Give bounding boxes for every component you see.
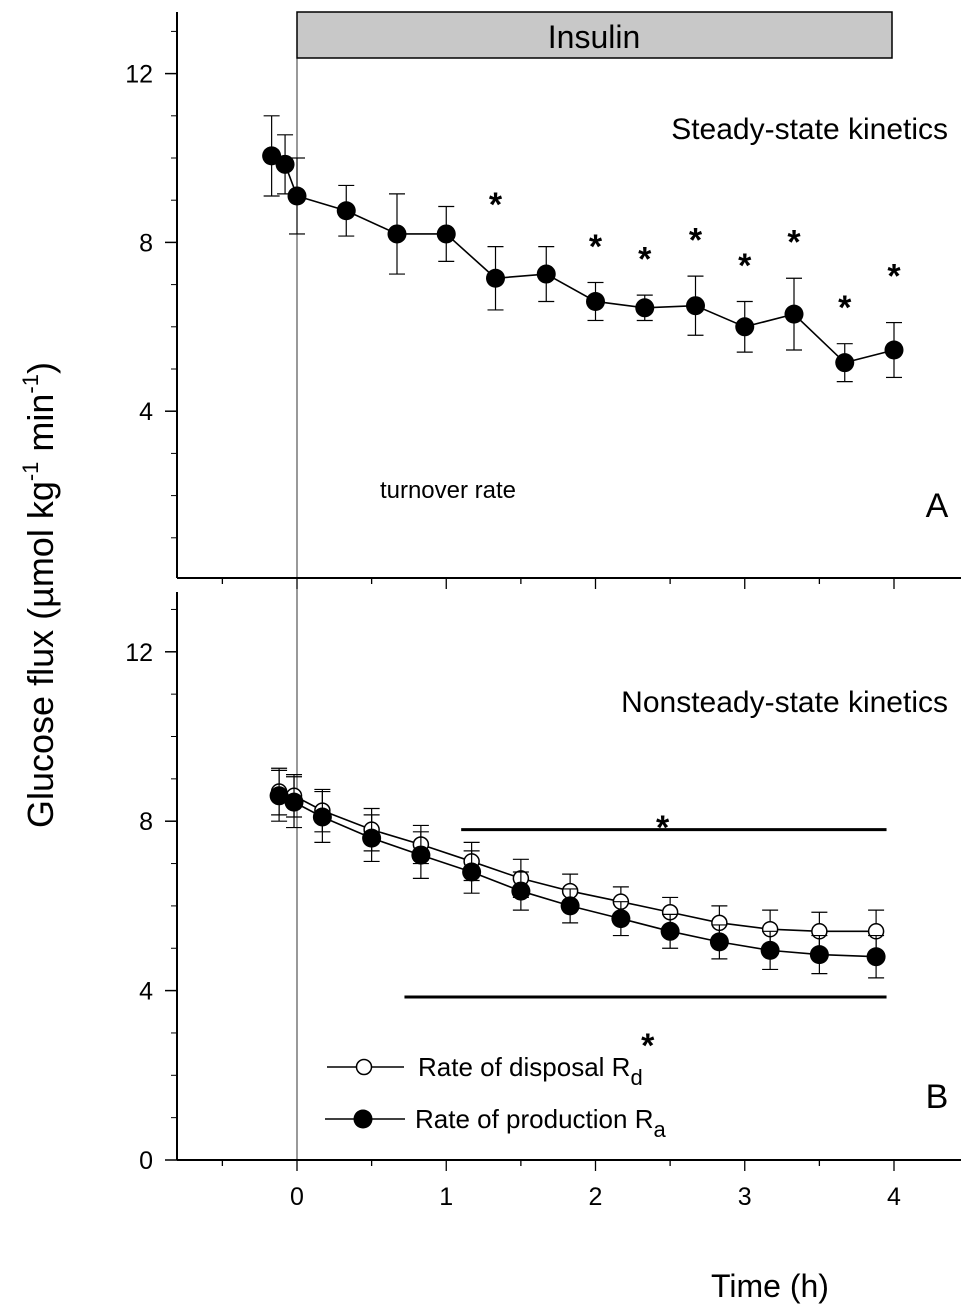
data-point-filled bbox=[411, 845, 431, 865]
data-point-filled bbox=[269, 786, 289, 806]
data-point-filled bbox=[660, 921, 680, 941]
data-point-filled bbox=[436, 224, 456, 244]
panel-a-axes: 4 8 12 bbox=[125, 12, 961, 589]
y-tick-label: 8 bbox=[139, 229, 153, 257]
significance-star: * bbox=[589, 228, 603, 266]
legend-ra-marker bbox=[353, 1109, 373, 1129]
data-point-filled bbox=[275, 154, 295, 174]
data-point-filled bbox=[511, 881, 531, 901]
svg-text:Glucose flux (µmol kg-1 min-1): Glucose flux (µmol kg-1 min-1) bbox=[18, 362, 61, 828]
significance-star: * bbox=[689, 222, 703, 260]
data-point-filled bbox=[760, 940, 780, 960]
panel-a-letter: A bbox=[926, 487, 949, 525]
panel-b-letter: B bbox=[926, 1078, 949, 1116]
legend: Rate of disposal Rd Rate of production R… bbox=[325, 1052, 666, 1142]
y-tick-label: 4 bbox=[139, 978, 153, 1006]
panel-a-significance: * * * * * * * * bbox=[489, 186, 901, 327]
insulin-treatment-bar: Insulin bbox=[296, 11, 893, 59]
significance-star: * bbox=[656, 809, 670, 847]
legend-rd-label: Rate of disposal Rd bbox=[418, 1052, 643, 1090]
data-point-filled bbox=[284, 792, 304, 812]
data-point-filled bbox=[709, 932, 729, 952]
x-tick-label: 0 bbox=[290, 1183, 304, 1211]
data-point-filled bbox=[884, 340, 904, 360]
significance-star: * bbox=[838, 289, 852, 327]
panel-a-title: Steady-state kinetics bbox=[671, 113, 948, 146]
data-point-filled bbox=[462, 862, 482, 882]
data-point-filled bbox=[735, 317, 755, 337]
data-point-filled bbox=[784, 304, 804, 324]
panel-a-annotation: turnover rate bbox=[380, 477, 516, 504]
x-tick-label: 2 bbox=[589, 1183, 603, 1211]
significance-star: * bbox=[638, 241, 652, 279]
data-point-filled bbox=[336, 201, 356, 221]
significance-star: * bbox=[887, 258, 901, 296]
panel-b-series bbox=[269, 767, 886, 979]
x-tick-label: 3 bbox=[738, 1183, 752, 1211]
legend-ra-label: Rate of production Ra bbox=[415, 1104, 666, 1142]
data-point-filled bbox=[835, 353, 855, 373]
insulin-label: Insulin bbox=[548, 19, 641, 55]
series-line bbox=[278, 795, 877, 958]
y-tick-label: 0 bbox=[139, 1147, 153, 1175]
panel-b-title: Nonsteady-state kinetics bbox=[621, 686, 948, 719]
data-point-filled bbox=[486, 268, 506, 288]
data-point-filled bbox=[611, 909, 631, 929]
x-tick-label: 4 bbox=[887, 1183, 901, 1211]
data-point-filled bbox=[362, 828, 382, 848]
significance-star: * bbox=[738, 247, 752, 285]
y-tick-label: 12 bbox=[125, 61, 153, 89]
y-tick-label: 8 bbox=[139, 808, 153, 836]
legend-rd-marker bbox=[355, 1058, 373, 1076]
significance-star: * bbox=[489, 186, 503, 224]
x-axis-title: Time (h) bbox=[711, 1268, 829, 1304]
panel-a-series bbox=[262, 115, 904, 383]
x-tick-label: 1 bbox=[439, 1183, 453, 1211]
data-point-filled bbox=[809, 945, 829, 965]
data-point-filled bbox=[685, 296, 705, 316]
data-point-filled bbox=[287, 186, 307, 206]
data-point-filled bbox=[586, 291, 605, 311]
y-tick-label: 12 bbox=[125, 639, 153, 667]
data-point-filled bbox=[560, 896, 580, 916]
significance-star: * bbox=[787, 224, 801, 262]
panel-b-significance: ** bbox=[404, 809, 887, 1065]
y-tick-label: 4 bbox=[139, 398, 153, 426]
data-point-filled bbox=[635, 298, 655, 318]
data-point-filled bbox=[387, 224, 407, 244]
y-axis-title: Glucose flux (µmol kg-1 min-1) bbox=[18, 362, 61, 828]
data-point-filled bbox=[312, 807, 332, 827]
data-point-filled bbox=[866, 947, 886, 967]
data-point-filled bbox=[536, 264, 556, 284]
significance-star: * bbox=[641, 1027, 655, 1065]
series-line bbox=[271, 155, 895, 364]
